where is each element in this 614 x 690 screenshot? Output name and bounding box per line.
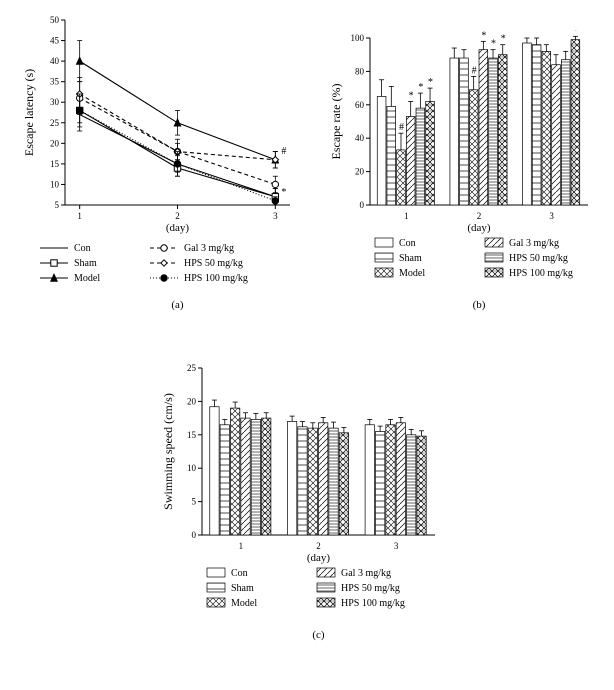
svg-text:20: 20 (187, 396, 197, 406)
svg-text:Gal 3 mg/kg: Gal 3 mg/kg (509, 238, 559, 249)
svg-text:25: 25 (50, 118, 60, 128)
svg-text:*: * (491, 39, 496, 50)
svg-text:(a): (a) (171, 299, 184, 311)
svg-text:(day): (day) (467, 222, 491, 234)
svg-text:*: * (409, 90, 414, 101)
panel-a-line-chart: 5 10 15 20 25 30 35 40 45 50 1 2 3 (day) Escape latenc… (20, 10, 330, 370)
svg-text:25: 25 (187, 363, 197, 373)
svg-text:50: 50 (50, 15, 60, 25)
svg-text:Gal 3 mg/kg: Gal 3 mg/kg (341, 568, 391, 579)
svg-text:(c): (c) (312, 629, 325, 641)
svg-text:100: 100 (351, 33, 365, 43)
svg-text:Sham: Sham (399, 253, 422, 264)
svg-text:3: 3 (273, 211, 278, 221)
svg-text:HPS 50 mg/kg: HPS 50 mg/kg (184, 258, 243, 269)
panel-c-bar-chart: 0 5 10 15 20 25 Swimming speed (cm/s) 1 2 3 (day) C… (160, 360, 460, 690)
svg-text:HPS 100 mg/kg: HPS 100 mg/kg (509, 268, 573, 279)
svg-text:20: 20 (355, 167, 365, 177)
svg-text:Sham: Sham (74, 258, 97, 269)
svg-text:20: 20 (50, 138, 60, 148)
svg-text:40: 40 (355, 133, 365, 143)
svg-text:80: 80 (355, 66, 365, 76)
svg-text:HPS 50 mg/kg: HPS 50 mg/kg (509, 253, 568, 264)
svg-text:*: * (418, 82, 423, 93)
svg-text:15: 15 (187, 430, 197, 440)
svg-text:*: * (573, 30, 578, 36)
svg-text:35: 35 (50, 77, 60, 87)
svg-text:HPS 50 mg/kg: HPS 50 mg/kg (341, 583, 400, 594)
svg-text:HPS 100 mg/kg: HPS 100 mg/kg (184, 273, 248, 284)
svg-text:Con: Con (231, 568, 248, 579)
svg-text:1: 1 (239, 541, 244, 551)
svg-text:Sham: Sham (231, 583, 254, 594)
svg-text:Escape rate (%): Escape rate (%) (329, 84, 343, 160)
svg-text:(b): (b) (473, 299, 486, 311)
svg-text:5: 5 (192, 497, 197, 507)
svg-text:40: 40 (50, 56, 60, 66)
svg-text:Model: Model (231, 598, 257, 609)
svg-text:0: 0 (360, 200, 365, 210)
svg-text:30: 30 (50, 97, 60, 107)
svg-text:Con: Con (74, 243, 91, 254)
svg-text:2: 2 (316, 541, 321, 551)
svg-text:Swimming speed (cm/s): Swimming speed (cm/s) (161, 393, 175, 510)
svg-text:Escape latency (s): Escape latency (s) (22, 69, 36, 156)
svg-text:HPS 100 mg/kg: HPS 100 mg/kg (341, 598, 405, 609)
svg-text:*: * (481, 30, 486, 41)
svg-text:2: 2 (477, 211, 482, 221)
svg-text:(day): (day) (166, 222, 190, 234)
svg-text:Model: Model (74, 273, 100, 284)
svg-text:Model: Model (399, 268, 425, 279)
svg-text:60: 60 (355, 100, 365, 110)
svg-text:*: * (428, 77, 433, 88)
svg-text:3: 3 (394, 541, 399, 551)
svg-text:Con: Con (399, 238, 416, 249)
svg-text:*: * (281, 187, 286, 198)
svg-text:#: # (281, 146, 286, 157)
svg-text:Gal 3 mg/kg: Gal 3 mg/kg (184, 243, 234, 254)
svg-text:10: 10 (50, 179, 60, 189)
svg-text:(day): (day) (307, 552, 331, 564)
svg-text:1: 1 (77, 211, 82, 221)
svg-text:1: 1 (404, 211, 409, 221)
svg-text:2: 2 (175, 211, 180, 221)
panel-b-bar-chart: 0 20 40 60 80 100 Escape rate (%) 1 # * * * 2 # * * * 3 * (… (328, 30, 613, 360)
svg-text:5: 5 (55, 200, 60, 210)
svg-text:#: # (472, 65, 477, 76)
svg-text:*: * (501, 34, 506, 45)
svg-text:10: 10 (187, 463, 197, 473)
svg-text:0: 0 (192, 530, 197, 540)
svg-text:#: # (399, 122, 404, 133)
svg-text:45: 45 (50, 36, 60, 46)
svg-text:15: 15 (50, 159, 60, 169)
svg-text:3: 3 (549, 211, 554, 221)
